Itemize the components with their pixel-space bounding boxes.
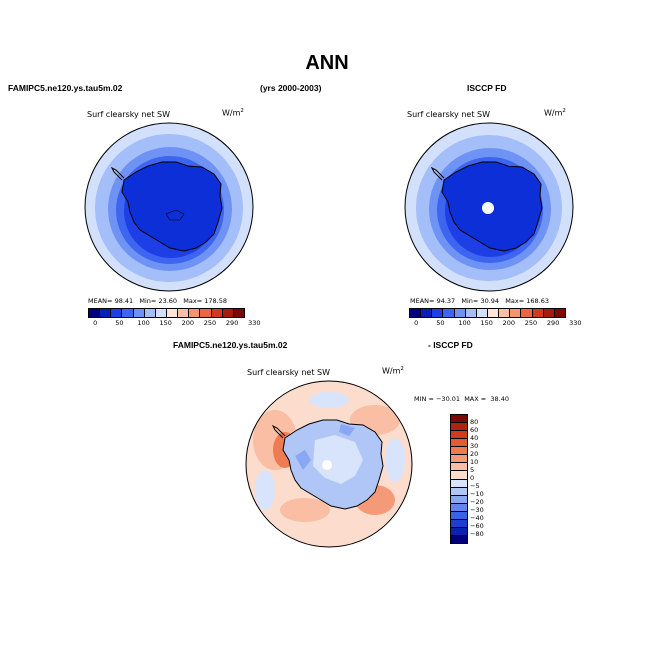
colorbar-swatch [454, 309, 466, 317]
diff-polar-map [245, 380, 413, 548]
right-stats: MEAN= 94.37 Min= 30.94 Max= 168.63 [410, 297, 549, 305]
colorbar-swatch [465, 309, 477, 317]
colorbar-tick-label: 50 [436, 319, 445, 327]
diff-units: W/m2 [382, 366, 404, 376]
colorbar-swatch [189, 309, 201, 317]
colorbar-tick-label: −80 [470, 530, 484, 538]
colorbar-tick-label: 200 [181, 319, 195, 327]
colorbar-tick-label: 10 [470, 458, 479, 466]
model-case-name: FAMIPC5.ne120.ys.tau5m.02 [8, 83, 123, 93]
colorbar-tick-label: −20 [470, 498, 484, 506]
colorbar-swatch [451, 455, 467, 464]
colorbar-swatch [166, 309, 179, 317]
colorbar-swatch [451, 511, 467, 520]
colorbar-swatch [451, 519, 467, 528]
diff-obs-name: - ISCCP FD [428, 340, 473, 350]
colorbar-swatch [451, 415, 467, 424]
colorbar-swatch [451, 463, 467, 472]
colorbar-swatch [144, 309, 156, 317]
colorbar-swatch [451, 487, 467, 496]
colorbar-tick-label: 150 [159, 319, 172, 327]
right-colorbar [409, 308, 566, 318]
colorbar-tick-label: 0 [93, 319, 98, 327]
right-polar-map [404, 122, 574, 292]
colorbar-swatch [222, 309, 234, 317]
colorbar-swatch [200, 309, 212, 317]
left-colorbar [88, 308, 245, 318]
colorbar-tick-label: 0 [470, 474, 475, 482]
colorbar-swatch [451, 431, 467, 440]
colorbar-swatch [554, 309, 565, 317]
colorbar-tick-label: −10 [470, 490, 484, 498]
colorbar-tick-label: 0 [414, 319, 419, 327]
colorbar-tick-label: 290 [225, 319, 239, 327]
colorbar-tick-label: 200 [502, 319, 516, 327]
colorbar-tick-label: 5 [470, 466, 475, 474]
diff-colorbar [450, 414, 468, 544]
colorbar-swatch [133, 309, 145, 317]
colorbar-tick-label: 250 [524, 319, 538, 327]
colorbar-swatch [487, 309, 500, 317]
colorbar-swatch [233, 309, 244, 317]
colorbar-swatch [451, 503, 467, 512]
colorbar-swatch [451, 535, 467, 543]
colorbar-tick-label: 50 [115, 319, 124, 327]
colorbar-tick-label: 60 [470, 426, 479, 434]
colorbar-swatch [111, 309, 123, 317]
colorbar-swatch [178, 309, 190, 317]
colorbar-tick-label: −30 [470, 506, 484, 514]
colorbar-swatch [410, 309, 422, 317]
colorbar-swatch [100, 309, 112, 317]
left-stats: MEAN= 98.41 Min= 23.60 Max= 178.58 [88, 297, 227, 305]
left-plot-label: Surf clearsky net SW [87, 110, 170, 119]
right-plot-label: Surf clearsky net SW [407, 110, 490, 119]
left-polar-map [84, 122, 254, 292]
colorbar-swatch [499, 309, 511, 317]
colorbar-swatch [421, 309, 433, 317]
diff-minmax: MIN = −30.01 MAX = 38.40 [414, 395, 509, 403]
left-units: W/m2 [222, 108, 244, 118]
colorbar-tick-label: 80 [470, 418, 479, 426]
colorbar-tick-label: 40 [470, 434, 479, 442]
colorbar-tick-label: 290 [546, 319, 560, 327]
colorbar-swatch [451, 495, 467, 504]
colorbar-swatch [451, 423, 467, 432]
obs-dataset-name: ISCCP FD [467, 83, 507, 93]
colorbar-swatch [451, 479, 467, 488]
colorbar-tick-label: 100 [137, 319, 150, 327]
colorbar-tick-label: 150 [480, 319, 493, 327]
colorbar-swatch [89, 309, 101, 317]
colorbar-tick-label: 30 [470, 442, 479, 450]
colorbar-tick-label: 100 [458, 319, 471, 327]
colorbar-swatch [543, 309, 555, 317]
colorbar-swatch [155, 309, 167, 317]
colorbar-swatch [532, 309, 544, 317]
colorbar-swatch [451, 471, 467, 480]
colorbar-swatch [122, 309, 134, 317]
years-range: (yrs 2000-2003) [260, 83, 322, 93]
colorbar-tick-label: −5 [470, 482, 480, 490]
colorbar-swatch [451, 439, 467, 448]
colorbar-tick-label: −40 [470, 514, 484, 522]
colorbar-swatch [432, 309, 444, 317]
colorbar-swatch [443, 309, 455, 317]
colorbar-tick-label: 250 [203, 319, 217, 327]
colorbar-swatch [451, 527, 467, 536]
colorbar-swatch [211, 309, 223, 317]
colorbar-tick-label: 330 [248, 319, 261, 327]
diff-model-name: FAMIPC5.ne120.ys.tau5m.02 [173, 340, 288, 350]
colorbar-tick-label: −60 [470, 522, 484, 530]
colorbar-swatch [476, 309, 488, 317]
colorbar-swatch [521, 309, 533, 317]
page-title: ANN [305, 52, 349, 74]
colorbar-swatch [510, 309, 522, 317]
diff-plot-label: Surf clearsky net SW [247, 368, 330, 377]
colorbar-swatch [451, 447, 467, 456]
colorbar-tick-label: 330 [569, 319, 582, 327]
colorbar-tick-label: 20 [470, 450, 479, 458]
right-units: W/m2 [544, 108, 566, 118]
